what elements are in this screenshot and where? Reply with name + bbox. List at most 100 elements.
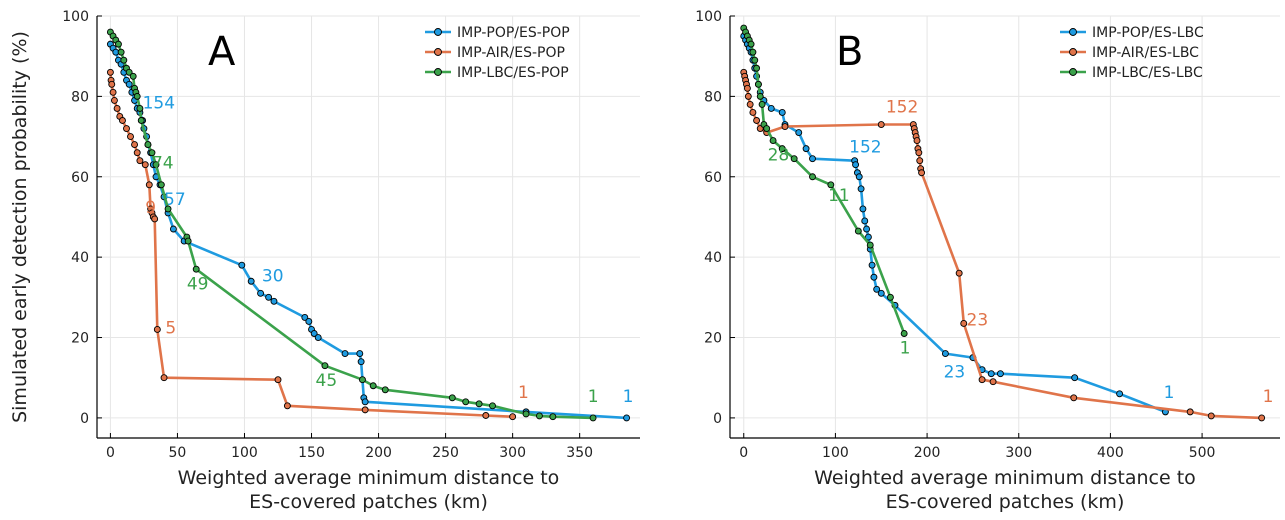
data-point: [257, 289, 265, 297]
data-point: [870, 273, 878, 281]
data-point: [747, 40, 755, 48]
data-label: 154: [143, 93, 175, 113]
data-label: 1: [1164, 383, 1175, 403]
data-point: [509, 413, 517, 421]
data-point: [1186, 408, 1194, 416]
data-point: [915, 149, 923, 157]
data-label: 23: [944, 363, 966, 383]
data-point: [448, 394, 456, 402]
data-point: [854, 227, 862, 235]
y-tick-label: 80: [71, 89, 89, 105]
data-point: [137, 117, 145, 124]
data-point: [758, 100, 766, 108]
legend-entry: IMP-POP/ES-POP: [457, 25, 570, 41]
data-point: [744, 92, 752, 100]
legend: IMP-POP/ES-LBC IMP-AIR/ES-LBC IMP-LBC/ES-L…: [1060, 25, 1204, 81]
data-point: [996, 370, 1004, 378]
panel-label: A: [208, 29, 236, 75]
data-point: [247, 277, 255, 285]
panel-b: 0 100 200 300 400 500 0 20 40 60 80 100 Weighted ave…: [695, 9, 1280, 513]
data-point: [270, 297, 278, 305]
data-point: [522, 410, 530, 418]
data-point: [987, 370, 995, 378]
data-point: [913, 137, 921, 145]
data-point: [749, 109, 757, 116]
data-point: [1116, 390, 1124, 398]
y-tick-label: 80: [704, 89, 722, 105]
data-point: [136, 104, 144, 112]
data-point: [886, 293, 894, 301]
data-point: [549, 413, 557, 421]
data-label: 1: [588, 387, 599, 407]
data-point: [113, 104, 121, 112]
data-point: [301, 313, 309, 321]
data-label: 30: [262, 266, 284, 286]
data-label: 1: [1263, 387, 1274, 407]
data-point: [153, 326, 161, 333]
data-point: [746, 100, 754, 108]
data-point: [864, 233, 872, 241]
data-label: 1: [900, 339, 911, 359]
data-point: [115, 40, 122, 48]
data-point: [157, 181, 165, 189]
data-point: [873, 285, 881, 293]
y-tick-label: 60: [71, 170, 89, 186]
legend: IMP-POP/ES-POP IMP-AIR/ES-POP IMP-LBC/ES-P…: [425, 25, 570, 81]
data-point: [274, 376, 282, 384]
data-label: 152: [849, 138, 881, 158]
data-point: [866, 241, 874, 249]
series-2: 152 23 1: [740, 68, 1274, 422]
data-point: [361, 406, 369, 414]
x-axis-label: Weighted average minimum distance to ES-c…: [178, 467, 560, 513]
x-tick-label: 300: [1005, 445, 1032, 461]
x-tick-label: 50: [169, 445, 187, 461]
legend-entry: IMP-AIR/ES-LBC: [1092, 45, 1199, 61]
series-line: [109, 31, 594, 420]
data-point: [1071, 374, 1079, 382]
data-point: [809, 155, 816, 163]
data-point: [144, 141, 152, 149]
series-line: [742, 27, 906, 334]
data-point: [857, 185, 865, 193]
x-axis-label: Weighted average minimum distance to ES-c…: [814, 467, 1196, 513]
data-point: [117, 48, 125, 56]
data-point: [978, 376, 986, 384]
data-point: [1070, 394, 1078, 402]
series-line: [742, 35, 1166, 414]
data-point: [192, 265, 200, 273]
data-point: [106, 68, 114, 76]
data-label: 28: [768, 146, 790, 166]
data-point: [108, 80, 116, 88]
data-point: [148, 149, 156, 157]
series-line: [742, 72, 1262, 420]
x-tick-label: 100: [822, 445, 849, 461]
legend-swatch-marker: [1069, 28, 1077, 36]
data-point: [357, 358, 365, 366]
data-point: [855, 173, 863, 181]
data-point: [535, 412, 543, 420]
data-point: [238, 261, 246, 269]
data-point: [265, 293, 273, 301]
x-tick-label: 500: [1189, 445, 1216, 461]
y-tick-label: 0: [713, 411, 722, 427]
data-point: [359, 376, 366, 384]
data-point: [110, 96, 118, 104]
legend-swatch-marker: [1069, 68, 1077, 76]
y-tick-label: 60: [704, 170, 722, 186]
data-point: [795, 129, 803, 137]
data-point: [827, 181, 835, 189]
data-point: [133, 92, 141, 100]
data-point: [141, 161, 149, 169]
x-tick-label: 150: [298, 445, 325, 461]
data-point: [131, 141, 138, 149]
data-point: [918, 169, 926, 177]
x-tick-label: 300: [499, 445, 526, 461]
data-point: [160, 374, 168, 382]
data-point: [151, 215, 159, 223]
data-point: [381, 386, 389, 394]
x-tick-label: 200: [914, 445, 941, 461]
data-point: [310, 330, 318, 337]
series-1: 152 23 1: [740, 32, 1175, 416]
y-tick-label: 20: [71, 331, 89, 347]
x-tick-label: 0: [739, 445, 748, 461]
